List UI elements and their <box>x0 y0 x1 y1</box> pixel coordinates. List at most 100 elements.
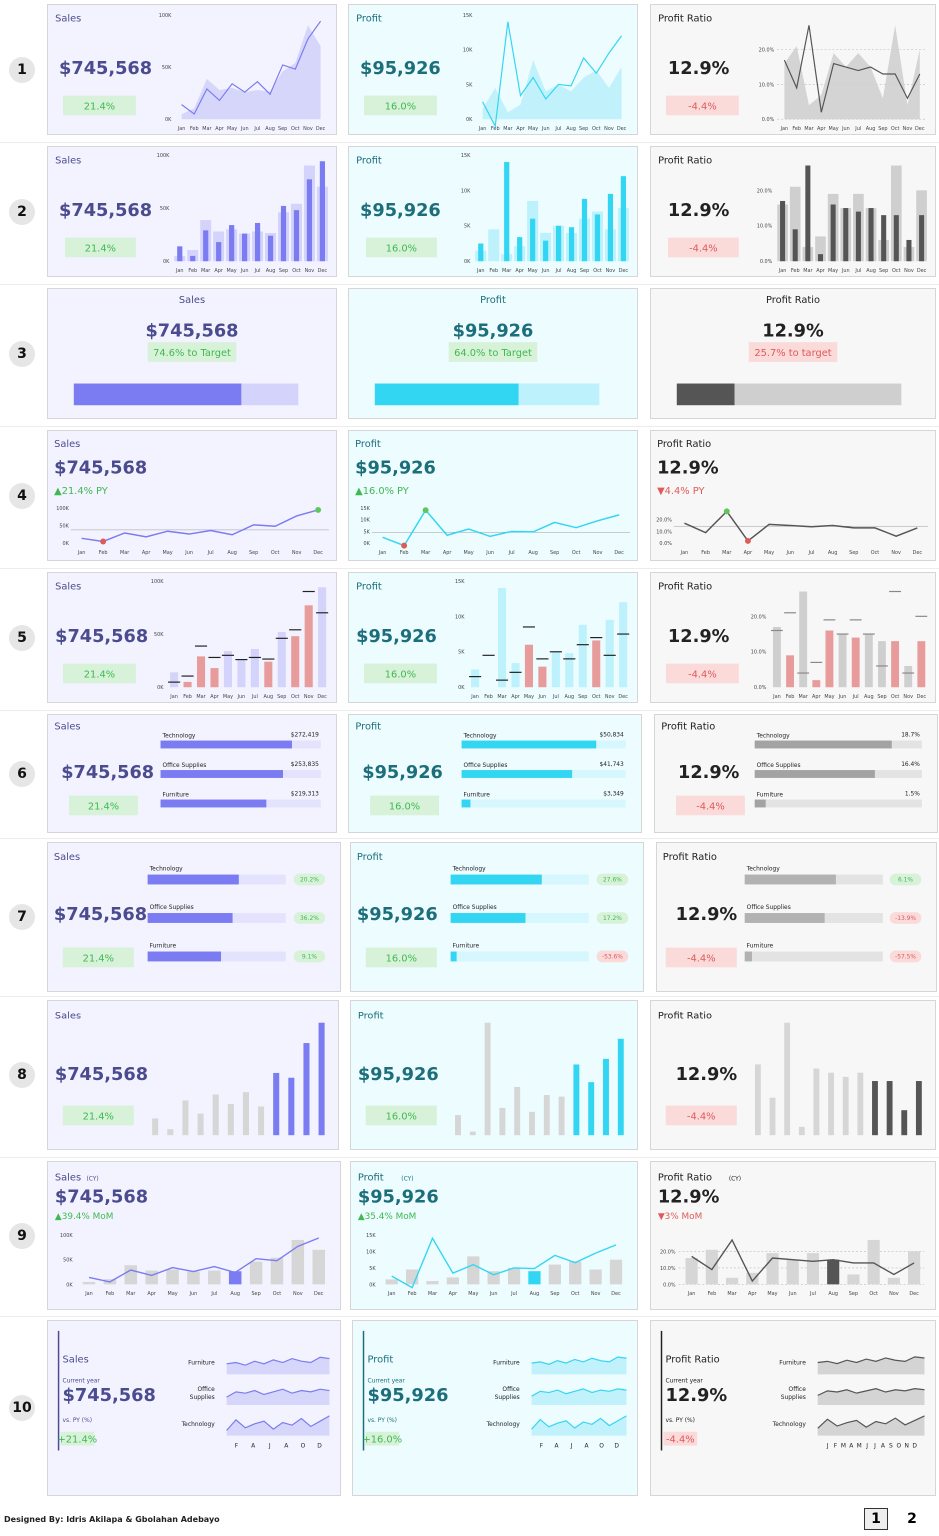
card-r3-sales[interactable]: Sales $745,568 74.6% to Target <box>47 288 337 419</box>
sparkline-x-tick: A <box>881 1443 885 1450</box>
card-r7-ratio[interactable]: Profit Ratio 12.9% -4.4% Technology 6.1% Offi… <box>656 842 937 992</box>
x-tick-label: Feb <box>489 268 498 274</box>
card-r7-profit-chart: Profit $95,926 16.0% Technology 27.6% Office … <box>357 852 629 968</box>
card-r6-ratio[interactable]: Profit Ratio 12.9% -4.4% Technology 18.7% Off… <box>654 714 938 833</box>
page-1-button[interactable]: 1 <box>864 1508 888 1530</box>
kpi-value: $95,926 <box>358 1065 439 1085</box>
y-tick-label: 20.0% <box>660 1249 676 1255</box>
current-year-bar <box>555 225 562 262</box>
history-bar <box>529 1111 535 1136</box>
card-r2-sales[interactable]: Sales $745,568 21.4% 100K 50K 0K Jan Feb Mar Apr M… <box>47 146 337 277</box>
card-r1-profit[interactable]: Profit $95,926 16.0% 15K 10K 5K 0K Jan Feb Mar Apr… <box>348 4 638 135</box>
kpi-change-badge-bg <box>665 95 739 116</box>
card-r5-ratio[interactable]: Profit Ratio 12.9% -4.4% 20.0% 10.0% 0.0% Jan F… <box>650 572 936 703</box>
card-r2-profit[interactable]: Profit $95,926 16.0% 15K 10K 5K 0K Jan Feb Mar Apr… <box>348 146 638 277</box>
kpi-title: Profit <box>356 14 382 25</box>
card-r10-ratio[interactable]: Profit Ratio Current year 12.9% vs. PY (%) -… <box>650 1320 936 1496</box>
x-tick-label: Jan <box>778 268 787 274</box>
x-tick-label: Jan <box>772 694 781 700</box>
x-tick-label: Jul <box>808 550 815 556</box>
category-label: Office Supplies <box>747 905 791 911</box>
x-tick-label: Feb <box>491 126 500 132</box>
current-year-bar <box>223 651 232 688</box>
current-year-bar <box>304 605 313 688</box>
sparkline <box>531 1415 627 1430</box>
card-r3-ratio[interactable]: Profit Ratio 12.9% 25.7% to target <box>650 288 936 419</box>
card-r7-profit[interactable]: Profit $95,926 16.0% Technology 27.6% Office … <box>350 842 644 992</box>
card-r5-sales[interactable]: Sales $745,568 21.4% 100K 50K 0K Jan Feb Mar Apr M… <box>47 572 337 703</box>
card-r8-sales[interactable]: Sales $745,568 21.4% <box>47 1000 339 1150</box>
current-year-bar <box>891 641 900 688</box>
card-r9-sales[interactable]: Sales (CY) $745,568 ▲39.4% MoM 100K 50K 0K Jan F… <box>47 1161 341 1310</box>
card-r8-ratio-chart: Profit Ratio 12.9% -4.4% <box>658 1011 922 1136</box>
current-year-bar <box>267 235 274 262</box>
card-r8-profit[interactable]: Profit $95,926 16.0% <box>350 1000 638 1150</box>
card-r1-sales[interactable]: Sales $745,568 21.4% 100K 50K 0K Jan Feb Mar Apr M… <box>47 4 337 135</box>
category-value: $3,349 <box>603 792 624 798</box>
month-bar <box>208 1270 221 1285</box>
x-tick-label: Dec <box>909 1291 919 1297</box>
history-bar <box>258 1106 265 1136</box>
month-bar <box>467 1256 480 1285</box>
card-r3-profit-chart: Profit $95,926 64.0% to Target <box>374 295 600 406</box>
card-r1-ratio[interactable]: Profit Ratio 12.9% -4.4% 20.0% 10.0% 0.0% Jan F… <box>650 4 936 135</box>
current-year-label: Current year <box>63 1377 101 1384</box>
card-r9-profit[interactable]: Profit (CY) $95,926 ▲35.4% MoM 15K 10K 5K 0K Jan… <box>350 1161 638 1310</box>
sparkline-x-tick: N <box>904 1443 908 1450</box>
category-label: Technology <box>452 867 487 873</box>
page-2-button[interactable]: 2 <box>907 1511 917 1527</box>
card-r6-sales[interactable]: Sales $745,568 21.4% Technology $272,419 Offi… <box>47 714 337 833</box>
y-tick-label: 0K <box>458 685 465 691</box>
current-year-bar <box>318 587 327 688</box>
card-r1-sales-chart: Sales $745,568 21.4% 100K 50K 0K Jan Feb Mar Apr M… <box>55 13 326 132</box>
x-tick-label: Apr <box>215 126 224 132</box>
card-r6-profit[interactable]: Profit $95,926 16.0% Technology $50,834 Offic… <box>348 714 642 833</box>
month-bar <box>385 1279 398 1285</box>
x-tick-label: May <box>223 694 233 700</box>
card-r3-profit[interactable]: Profit $95,926 64.0% to Target <box>348 288 638 419</box>
card-r10-sales[interactable]: Sales Current year $745,568 vs. PY (%) +21.4… <box>47 1320 341 1496</box>
current-year-bar <box>592 640 601 688</box>
sparkline-category-label: Office <box>789 1386 807 1393</box>
x-tick-label: Oct <box>892 268 901 274</box>
kpi-value: $95,926 <box>358 1187 439 1207</box>
card-r4-sales[interactable]: Sales $745,568 ▲21.4% PY 100K 50K 0K Jan Feb Mar… <box>47 430 337 561</box>
kpi-change-badge: 16.0% <box>385 101 416 112</box>
card-r4-ratio[interactable]: Profit Ratio 12.9% ▼4.4% PY 20.0% 10.0% 0.0% J… <box>650 430 936 561</box>
current-year-bar <box>792 229 798 262</box>
x-tick-label: Jul <box>854 126 861 132</box>
x-tick-label: Oct <box>592 694 601 700</box>
category-label: Technology <box>162 734 196 740</box>
card-r7-sales[interactable]: Sales $745,568 21.4% Technology 20.2% Office … <box>47 842 341 992</box>
current-year-bar <box>210 668 219 688</box>
sparkline-x-tick: M <box>841 1443 846 1450</box>
history-bar <box>242 1092 249 1136</box>
highlight-bar <box>318 1022 325 1136</box>
x-tick-label: Jun <box>841 268 850 274</box>
x-tick-label: Nov <box>889 1291 899 1297</box>
card-r5-profit-chart: Profit $95,926 16.0% 15K 10K 5K 0K Jan Feb Mar Apr… <box>356 579 630 700</box>
card-r8-ratio[interactable]: Profit Ratio 12.9% -4.4% <box>650 1000 936 1150</box>
kpi-value: $95,926 <box>355 458 436 478</box>
kpi-change-badge-bg <box>63 663 136 684</box>
row-number-5: 5 <box>9 624 35 651</box>
kpi-change-badge: 21.4% <box>83 953 114 964</box>
kpi-change-badge: 21.4% <box>88 801 119 812</box>
y-tick-label: 0K <box>364 541 371 547</box>
month-bar <box>548 1264 561 1285</box>
card-r10-profit[interactable]: Profit Current year $95,926 vs. PY (%) +16.0… <box>352 1320 638 1496</box>
card-r4-profit[interactable]: Profit $95,926 ▲16.0% PY 15K 10K 5K 0K Jan Feb Ma… <box>348 430 638 561</box>
card-r2-ratio[interactable]: Profit Ratio 12.9% -4.4% 20.0% 10.0% 0.0% Jan F… <box>650 146 936 277</box>
card-r5-profit[interactable]: Profit $95,926 16.0% 15K 10K 5K 0K Jan Feb Mar Apr… <box>348 572 638 703</box>
month-bar <box>726 1277 739 1285</box>
kpi-change-badge-bg <box>364 663 437 684</box>
target-badge: 25.7% to target <box>754 348 831 359</box>
card-r7-ratio-chart: Profit Ratio 12.9% -4.4% Technology 6.1% Offi… <box>663 852 922 968</box>
kpi-value: $745,568 <box>63 1385 156 1406</box>
card-r9-ratio[interactable]: Profit Ratio (CY) 12.9% ▼3% MoM 20.0% 10.0% 0.… <box>650 1161 936 1310</box>
kpi-title: Profit <box>356 156 382 167</box>
kpi-title: Profit Ratio <box>657 439 711 450</box>
kpi-pct-badge-bg <box>365 1431 400 1446</box>
month-bar <box>786 1259 799 1285</box>
kpi-title: Profit Ratio <box>766 295 820 306</box>
